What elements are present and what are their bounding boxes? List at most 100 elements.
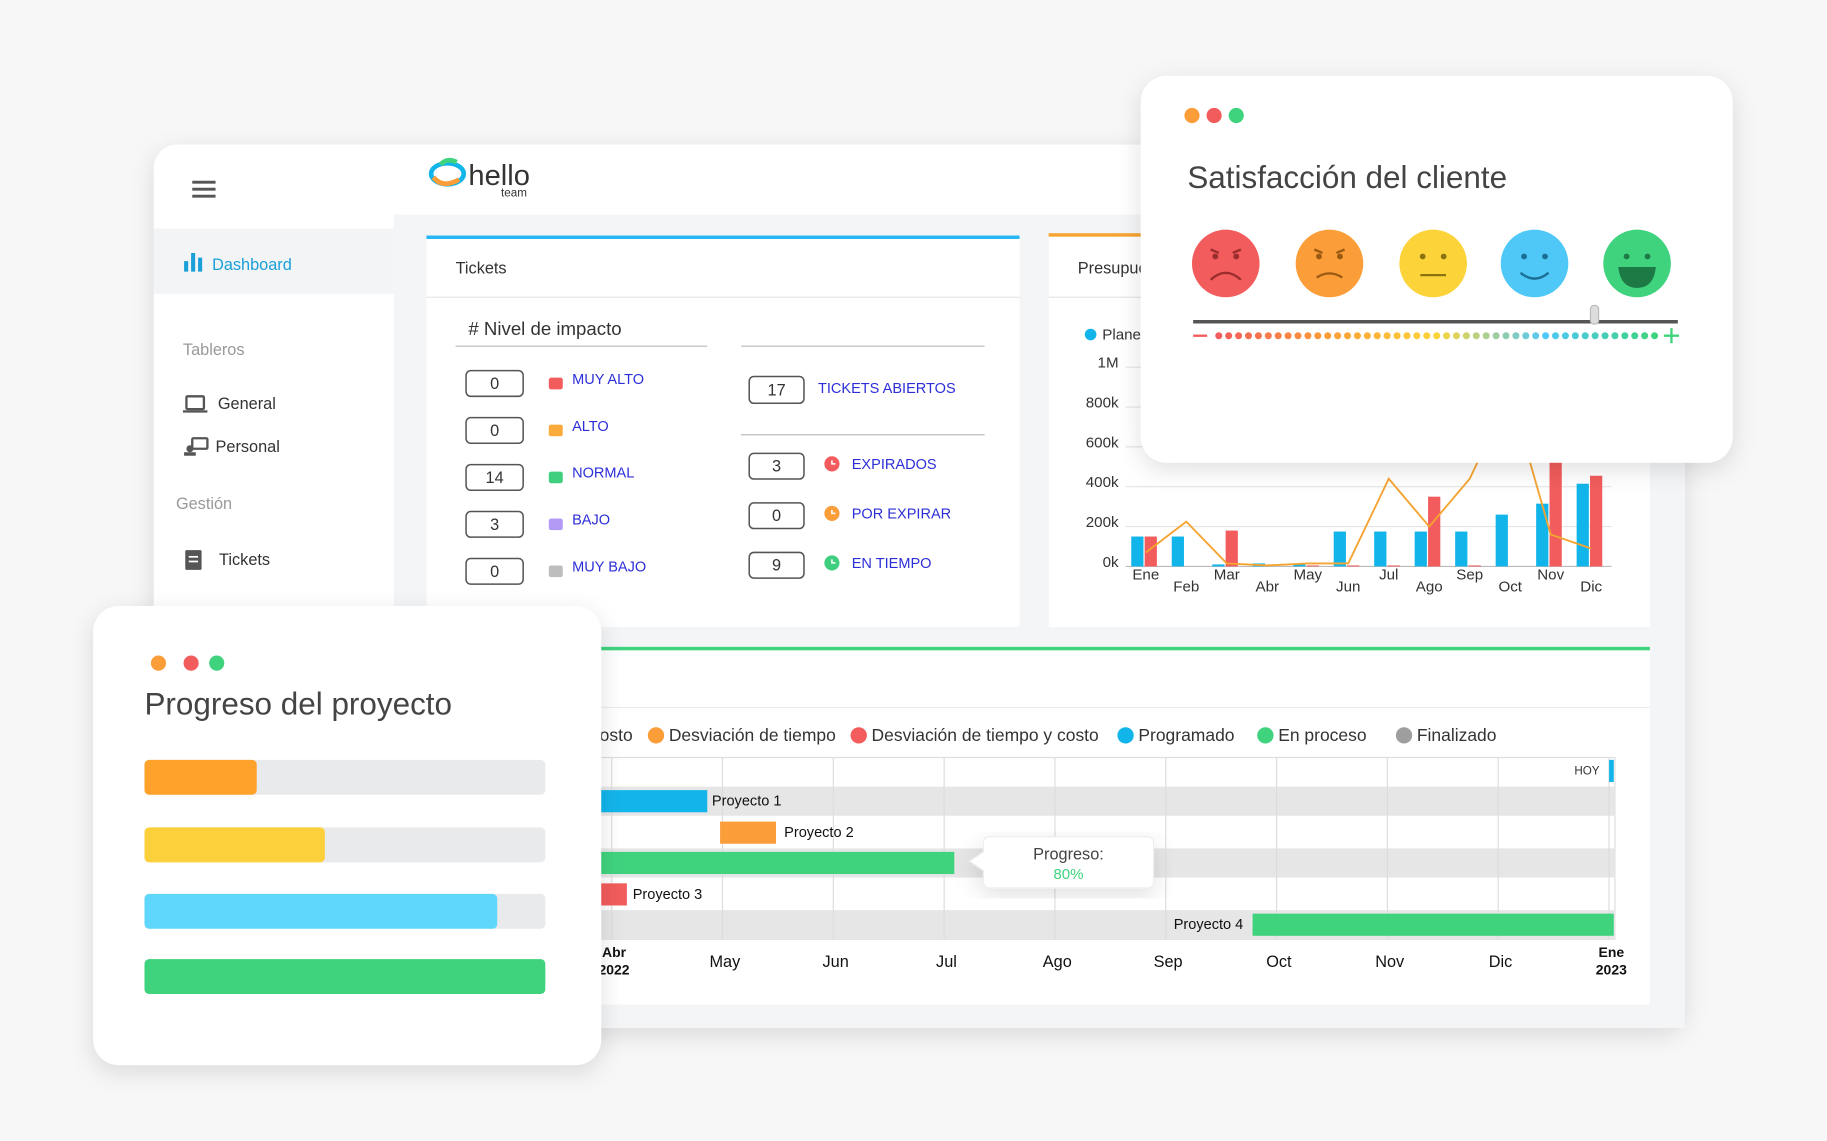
scale-dot (1631, 332, 1639, 340)
nav-label[interactable]: Tickets (219, 551, 270, 569)
face[interactable] (1399, 229, 1467, 298)
x-tick-label: Nov (1537, 567, 1564, 584)
legend-label[interactable]: Desviación de tiempo (669, 725, 836, 745)
y-tick-label: 400k (1086, 474, 1119, 491)
count-box (465, 557, 524, 585)
window-dot (1228, 107, 1244, 124)
today-label: HOY (1574, 765, 1599, 778)
face-mouth (1316, 272, 1343, 279)
impact-label[interactable]: BAJO (572, 513, 610, 529)
count-box (748, 375, 805, 405)
logo-subtext: team (501, 187, 527, 200)
card-title: Satisfacción del cliente (1187, 160, 1507, 195)
gantt-bar[interactable] (1252, 913, 1614, 936)
impact-label[interactable]: MUY BAJO (572, 560, 646, 576)
status-label[interactable]: EXPIRADOS (852, 457, 937, 473)
legend-label[interactable]: Desviación de tiempo y costo (872, 725, 1099, 745)
count: 3 (490, 516, 499, 534)
x-tick-label: Mar (1214, 567, 1240, 584)
bar (1374, 531, 1387, 567)
project-label: Proyecto 4 (1174, 917, 1244, 933)
scale-dot (1423, 332, 1431, 340)
legend-marker[interactable] (1257, 727, 1274, 744)
nav-label[interactable]: Personal (216, 438, 280, 456)
legend-marker[interactable] (1117, 727, 1134, 744)
menu-button[interactable] (192, 180, 216, 198)
scale-dot (1383, 332, 1391, 340)
scale-dot (1403, 332, 1411, 340)
status-label[interactable]: TICKETS ABIERTOS (818, 381, 956, 397)
face-mouth (1618, 266, 1656, 288)
progress-bar (144, 827, 325, 863)
tooltip (968, 836, 1155, 889)
nav-dashboard[interactable]: Dashboard (184, 252, 292, 274)
face[interactable] (1295, 229, 1364, 298)
month-label: Dic (1489, 953, 1513, 971)
x-tick-label: Sep (1456, 567, 1483, 584)
scale-dot (1561, 332, 1569, 340)
nav-general[interactable]: General (182, 395, 276, 413)
legend-label[interactable]: Finalizado (1417, 725, 1497, 745)
bar (1536, 503, 1549, 567)
count: 0 (490, 375, 499, 393)
y-tick-label: 200k (1086, 514, 1119, 531)
x-tick-label: Ene (1132, 567, 1159, 584)
scale-dot (1641, 332, 1649, 340)
panel-accent (393, 646, 1650, 651)
status-label[interactable]: EN TIEMPO (852, 556, 932, 572)
count-box (465, 369, 524, 398)
face[interactable] (1500, 229, 1569, 298)
window-dot (1206, 107, 1222, 124)
count-box (748, 551, 805, 579)
tooltip-value: 80% (1053, 866, 1083, 883)
gantt-bar[interactable] (720, 821, 777, 844)
panel-title: Tickets (456, 260, 507, 278)
legend-marker[interactable] (850, 727, 867, 744)
legend-marker[interactable] (647, 727, 665, 744)
face-mouth (1519, 271, 1550, 280)
y-tick-label: 800k (1086, 395, 1119, 412)
count: 3 (772, 458, 781, 476)
nav-label[interactable]: Dashboard (212, 256, 292, 274)
face-eye (1212, 253, 1219, 260)
slider-handle[interactable] (1589, 304, 1600, 325)
nav-section: Tableros (183, 341, 245, 359)
face[interactable] (1603, 229, 1671, 298)
nav-personal[interactable]: Personal (184, 437, 280, 456)
scale-dot (1433, 332, 1441, 340)
satisfaction-card: Satisfacción del cliente (1140, 75, 1733, 463)
impact-label[interactable]: MUY ALTO (572, 372, 644, 388)
scale-dot (1601, 332, 1609, 340)
scale-dot (1522, 332, 1530, 340)
scale-dot (1254, 332, 1262, 340)
legend-marker[interactable] (1395, 727, 1413, 744)
nav-tickets[interactable]: Tickets (185, 550, 270, 570)
scale-dot (1373, 332, 1381, 340)
progress-card: Progreso del proyecto (93, 606, 602, 1066)
panel (426, 235, 1020, 628)
scale-dot (1452, 332, 1460, 340)
bar (1131, 536, 1144, 567)
nav-label[interactable]: General (218, 395, 276, 413)
x-tick-label: Abr (1256, 578, 1280, 595)
impact-label[interactable]: NORMAL (572, 466, 634, 482)
legend-label[interactable]: En proceso (1278, 725, 1366, 745)
face-eye (1542, 253, 1548, 260)
legend-label[interactable]: Programado (1138, 725, 1234, 745)
impact-label[interactable]: ALTO (572, 419, 609, 435)
status-icon-hand (831, 559, 836, 564)
logo: hello team (428, 157, 530, 200)
scale-dot (1314, 332, 1322, 340)
x-tick-label: Feb (1173, 578, 1199, 595)
face[interactable] (1191, 229, 1260, 298)
scale-dot (1591, 332, 1599, 340)
count-box (748, 452, 805, 480)
progress-bar (144, 959, 546, 995)
impact-swatch (548, 471, 563, 484)
status-label[interactable]: POR EXPIRAR (852, 506, 951, 522)
window-dot (1184, 107, 1200, 124)
status-icon-hand (831, 460, 836, 465)
scale-dot (1363, 332, 1371, 340)
count: 9 (772, 557, 781, 575)
x-tick-label: Jul (1379, 567, 1398, 584)
